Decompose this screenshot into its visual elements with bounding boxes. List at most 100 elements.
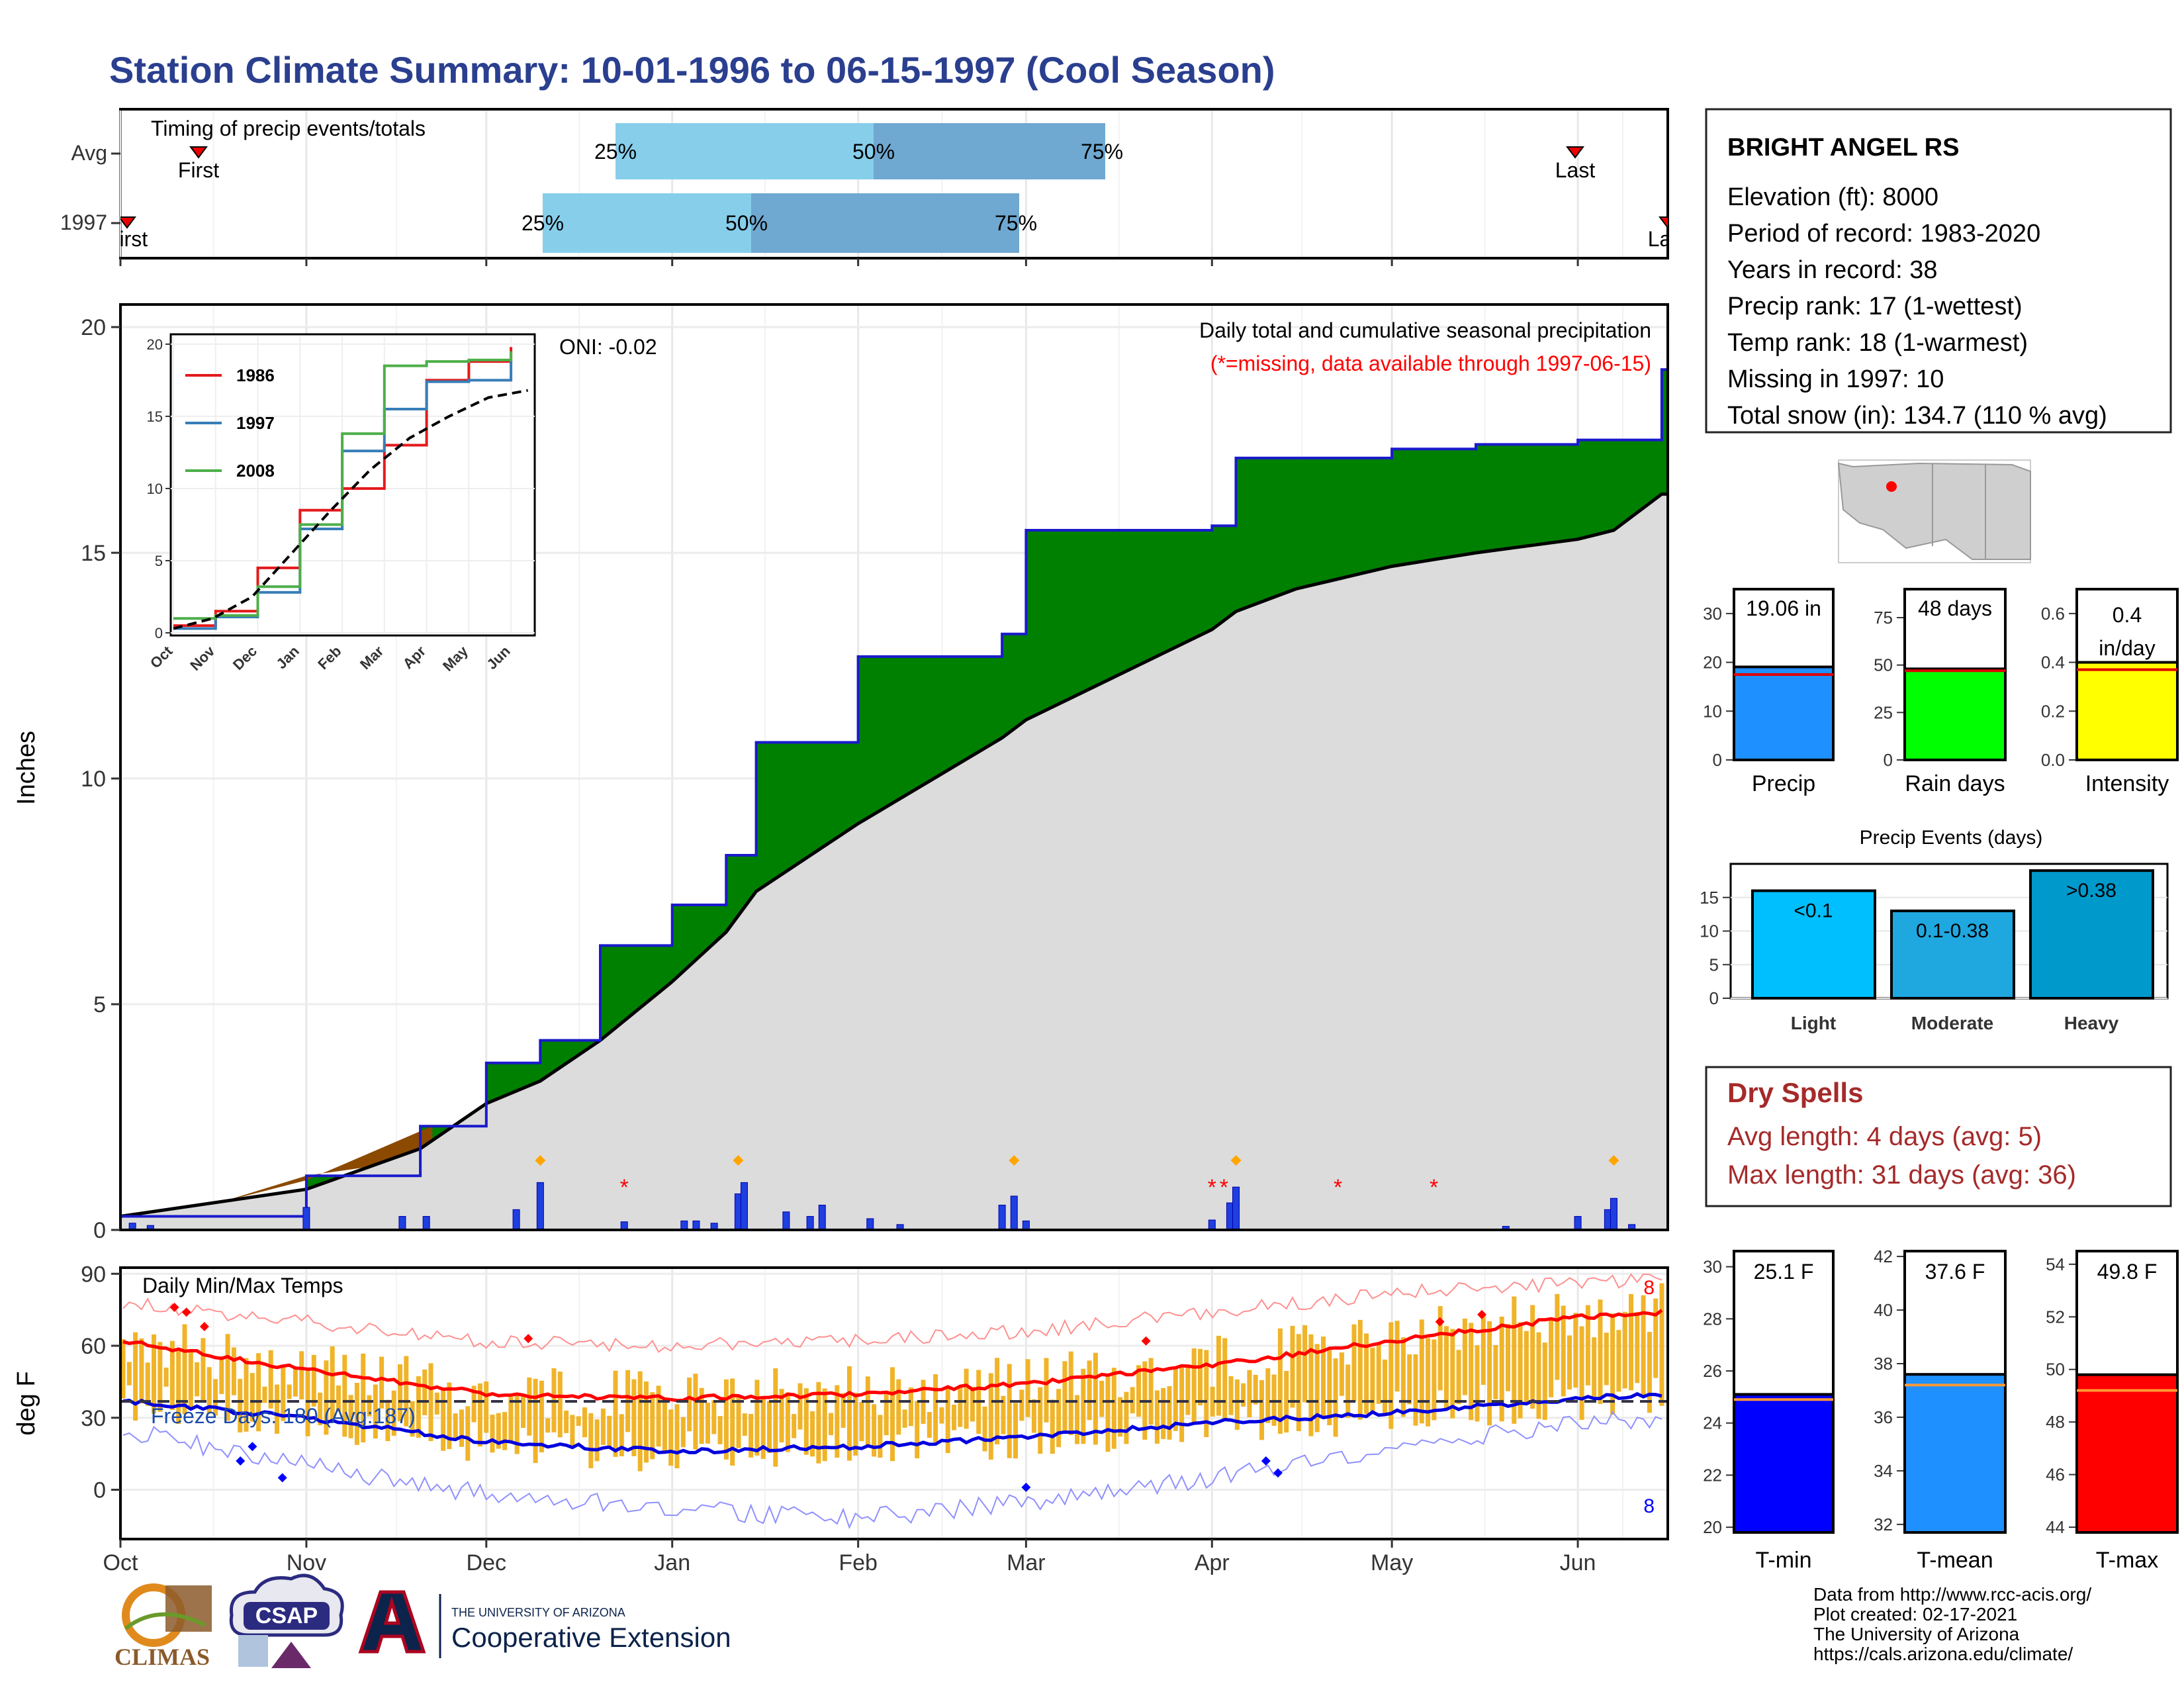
daily-temp-bar (206, 1367, 212, 1414)
observed-cumulative-line (120, 368, 1668, 1218)
daily-temp-bar (1204, 1350, 1209, 1438)
daily-temp-bar (1610, 1313, 1615, 1415)
events-bar (1751, 889, 1876, 1000)
ua-extension-text: Cooperative Extension (451, 1622, 731, 1653)
y1997-p25-label: 25% (522, 211, 564, 235)
daily-temp-bar (422, 1369, 428, 1415)
daily-temp-bar (1216, 1335, 1221, 1416)
temp-summary-y-tick-label: 52 (2046, 1307, 2065, 1327)
daily-temp-bar (1050, 1399, 1055, 1454)
daily-temp-bar (576, 1416, 581, 1426)
timing-panel-title: Timing of precip events/totals (151, 117, 426, 140)
temp-summary-y-tick-label: 36 (1874, 1407, 1893, 1427)
daily-temp-bar (600, 1408, 606, 1445)
daily-temp-bar (754, 1380, 760, 1456)
daily-temp-bar (792, 1414, 797, 1438)
y1997-first-label: First (107, 227, 148, 251)
daily-temp-bar (1437, 1306, 1443, 1391)
daily-temp-bar (933, 1374, 938, 1443)
daily-temp-bar (1038, 1387, 1043, 1454)
daily-temp-bar (238, 1379, 243, 1432)
station-info-line: Period of record: 1983-2020 (1727, 220, 2040, 248)
chart-icon (238, 1635, 268, 1667)
avg-max-line (122, 1309, 1663, 1403)
climas-logo[interactable]: CLIMAS (113, 1582, 212, 1670)
daily-temp-bar (742, 1413, 747, 1436)
daily-temp-bar (330, 1346, 335, 1421)
daily-temp-bar (1499, 1317, 1504, 1422)
daily-temp-bar (484, 1382, 489, 1433)
daily-precip-bar (1208, 1219, 1216, 1231)
station-location-dot (1886, 481, 1897, 492)
temp-summary-y-tick-label: 26 (1703, 1361, 1722, 1381)
daily-temp-bar (717, 1416, 723, 1444)
daily-temp-bar (398, 1364, 402, 1422)
daily-temp-bar (952, 1404, 956, 1430)
ua-cooperative-extension-logo[interactable]: THE UNIVERSITY OF ARIZONA Cooperative Ex… (358, 1590, 731, 1658)
ua-small-text: THE UNIVERSITY OF ARIZONA (451, 1606, 625, 1619)
daily-temp-bar (988, 1373, 993, 1460)
temp-summary-y-tick-label: 40 (1874, 1300, 1893, 1320)
daily-temp-bar (644, 1381, 649, 1463)
daily-temp-bar (508, 1393, 514, 1442)
daily-temp-bar (1327, 1347, 1332, 1425)
summary-y-tick-label: 0.6 (2041, 604, 2065, 624)
summary-y-tick-label: 0 (1713, 750, 1722, 770)
daily-temp-bar (1419, 1319, 1424, 1424)
daily-temp-bar (945, 1388, 950, 1454)
daily-temp-bar (502, 1412, 508, 1450)
missing-data-note: (*=missing, data available through 1997-… (1210, 352, 1651, 375)
daily-temp-bar (1469, 1323, 1474, 1421)
summary-y-tick-label: 0.0 (2041, 750, 2065, 770)
inset-average-line (173, 389, 528, 630)
daily-temp-bar (527, 1377, 532, 1436)
summary-bars: 0 10 20 30 19.06 in Precip 0 25 50 75 48 days Rain … (1703, 588, 2179, 796)
daily-temp-bar (1111, 1368, 1116, 1449)
daily-temp-bar (1124, 1391, 1129, 1444)
daily-temp-bar (1462, 1318, 1467, 1395)
temp-summary-y-tick-label: 20 (1703, 1517, 1722, 1537)
daily-temp-bar (1222, 1338, 1228, 1421)
daily-temp-bar (195, 1362, 200, 1397)
record-high-marker (199, 1322, 209, 1331)
station-info-line: Elevation (ft): 8000 (1727, 183, 1938, 211)
daily-temp-bar (1198, 1348, 1203, 1406)
daily-temp-bar (1118, 1397, 1123, 1437)
summary-bar-name: Intensity (2085, 771, 2169, 796)
daily-temp-bar (797, 1383, 803, 1430)
daily-temp-bar (1290, 1325, 1295, 1408)
daily-temp-bar (404, 1356, 409, 1427)
summary-y-tick-label: 20 (1703, 653, 1722, 673)
daily-temp-bar (391, 1390, 396, 1436)
inset-y-tick-label: 5 (155, 553, 163, 569)
daily-temp-bar (1044, 1358, 1049, 1423)
record-low-count: 8 (1643, 1495, 1655, 1517)
daily-temp-bar (1321, 1336, 1326, 1419)
daily-temp-bar (1555, 1293, 1560, 1380)
daily-temp-bar (385, 1399, 390, 1442)
temp-summary-y-tick-label: 46 (2046, 1465, 2065, 1485)
month-tick-label: Oct (103, 1550, 138, 1575)
temp-summary-y-tick-label: 22 (1703, 1465, 1722, 1485)
precip-y-tick-label: 20 (81, 315, 106, 340)
daily-temp-bar (1031, 1399, 1036, 1433)
daily-temp-bar (958, 1386, 963, 1427)
daily-temp-bar (570, 1415, 575, 1449)
daily-precip-bar (866, 1218, 874, 1231)
daily-temp-bar (982, 1406, 987, 1452)
daily-temp-bar (1364, 1333, 1369, 1415)
precip-panel-header: Daily total and cumulative seasonal prec… (1199, 318, 1651, 342)
daily-temp-bar (1542, 1342, 1547, 1420)
daily-temp-bar (158, 1342, 163, 1412)
avg-min-line (122, 1391, 1662, 1455)
temp-summary-bar-name: T-min (1756, 1548, 1812, 1573)
daily-temp-bar (139, 1338, 144, 1404)
avg-cumulative-area (120, 494, 1668, 1230)
daily-temp-bar (927, 1412, 932, 1438)
csap-logo[interactable]: CSAP (229, 1573, 344, 1668)
temp-summary-bar-name: T-mean (1917, 1548, 1993, 1573)
daily-temp-bar (1105, 1374, 1111, 1452)
row-label-1997: 1997 (60, 211, 107, 234)
daily-temp-bar (822, 1388, 827, 1462)
summary-value-bar (1733, 665, 1835, 761)
